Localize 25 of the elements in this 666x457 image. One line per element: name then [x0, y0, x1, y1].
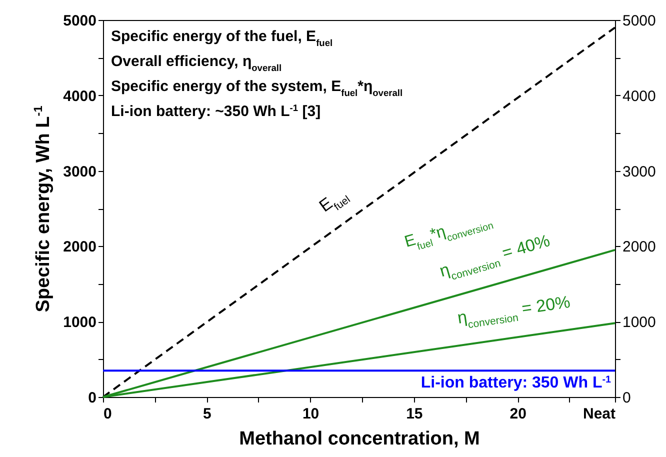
annotation: Overall efficiency, η$_{overall}$: [111, 53, 282, 73]
annotation: Li-ion battery: ~350 Wh L$^{-1}$ [3]: [111, 103, 321, 120]
y-tick-label: 3000: [63, 163, 96, 180]
text: η$_{conversion}$ = 20%: [456, 292, 572, 332]
ref-line-label: Li-ion battery: 350 Wh L$^{-1}$: [420, 374, 612, 392]
annotation: Specific energy of the fuel, E$_{fuel}$: [111, 28, 333, 48]
x-tick-label: Neat: [582, 406, 616, 422]
y-tick-label: 1000: [63, 314, 96, 332]
y2-tick-label: 2000: [622, 238, 656, 256]
x-axis-title: Methanol concentration, M: [239, 428, 480, 450]
y-tick-label: 4000: [63, 88, 96, 105]
y2-tick-label: 0: [622, 390, 631, 406]
y2-tick-label: 4000: [622, 88, 656, 105]
y-tick-label: 5000: [63, 12, 96, 30]
y2-tick-label: 3000: [622, 163, 656, 180]
x-tick-label: 10: [302, 406, 320, 422]
y-tick-label: 2000: [63, 238, 96, 256]
x-tick-label: 15: [406, 406, 423, 422]
annotation: Specific energy of the system, E$_{fuel}$*η$_{overall}$: [111, 78, 403, 98]
x-tick-label: 0: [104, 406, 112, 422]
y2-tick-label: 5000: [622, 12, 656, 30]
x-tick-label: 20: [510, 406, 526, 422]
y-tick-label: 0: [88, 390, 96, 406]
y2-tick-label: 1000: [622, 314, 656, 332]
x-tick-label: 5: [202, 406, 212, 422]
